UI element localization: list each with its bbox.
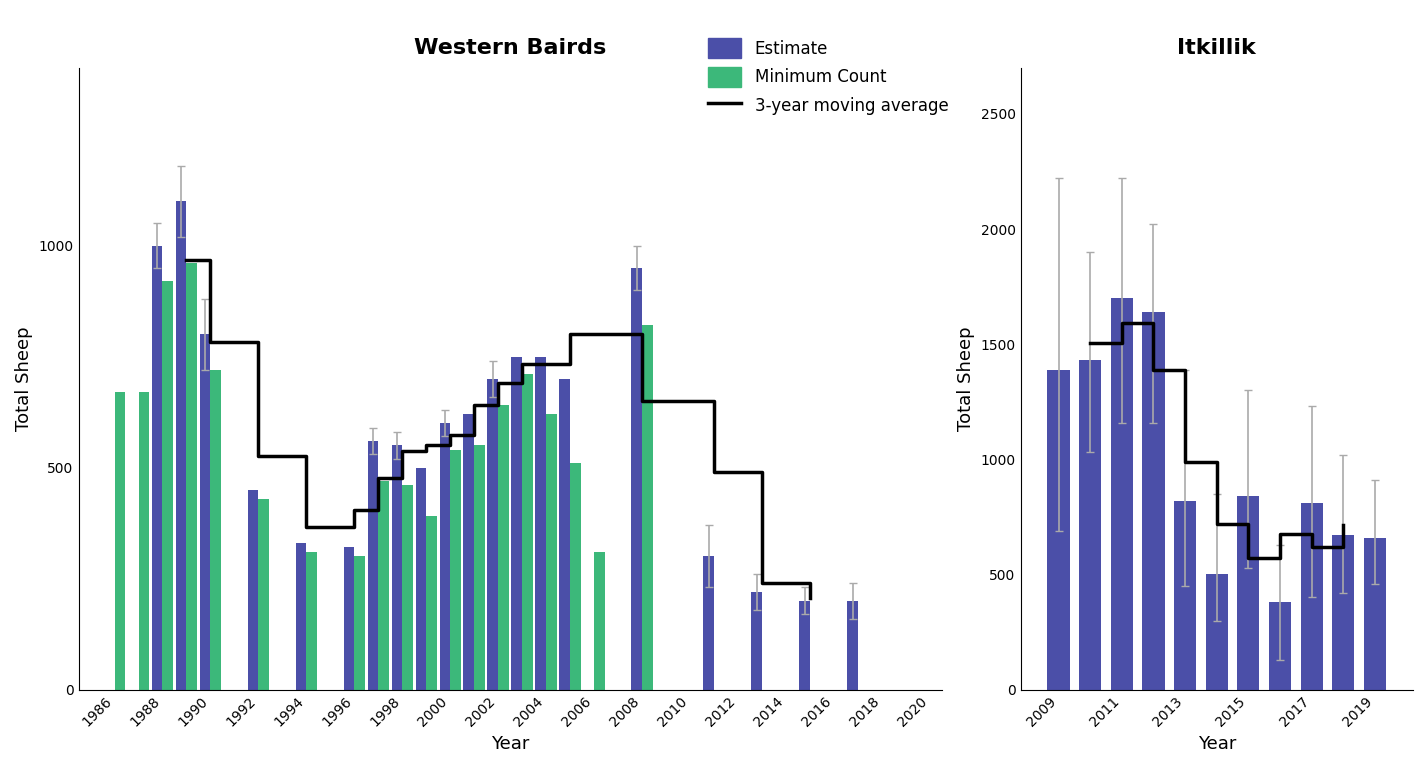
Bar: [307, 552, 317, 690]
Bar: [643, 326, 653, 690]
Y-axis label: Total Sheep: Total Sheep: [957, 326, 975, 431]
Bar: [247, 490, 258, 690]
Bar: [114, 392, 126, 690]
Bar: [847, 601, 858, 690]
Bar: [1047, 369, 1070, 690]
Bar: [427, 516, 437, 690]
Bar: [1364, 538, 1387, 690]
Bar: [594, 552, 605, 690]
Bar: [523, 374, 533, 690]
Bar: [800, 601, 810, 690]
Bar: [1237, 496, 1259, 690]
Bar: [751, 592, 763, 690]
Y-axis label: Total Sheep: Total Sheep: [16, 326, 33, 431]
Bar: [210, 370, 221, 690]
Bar: [163, 281, 173, 690]
Bar: [416, 468, 427, 690]
Bar: [450, 450, 461, 690]
Bar: [560, 379, 570, 690]
Bar: [378, 481, 390, 690]
Bar: [464, 414, 474, 690]
Bar: [1142, 312, 1165, 690]
Bar: [391, 445, 403, 690]
Bar: [344, 548, 354, 690]
Bar: [536, 356, 547, 690]
Bar: [1301, 503, 1322, 690]
Bar: [547, 414, 557, 690]
Bar: [511, 356, 523, 690]
Bar: [176, 201, 187, 690]
Bar: [570, 463, 581, 690]
Legend: Estimate, Minimum Count, 3-year moving average: Estimate, Minimum Count, 3-year moving a…: [701, 31, 955, 122]
Bar: [1269, 602, 1291, 690]
Bar: [1080, 360, 1101, 690]
Bar: [296, 543, 307, 690]
Bar: [258, 498, 270, 690]
Bar: [631, 268, 643, 690]
Title: Western Bairds: Western Bairds: [414, 38, 607, 58]
Bar: [440, 423, 450, 690]
Bar: [1205, 574, 1228, 690]
Title: Itkillik: Itkillik: [1178, 38, 1257, 58]
Bar: [498, 406, 508, 690]
X-axis label: Year: Year: [491, 735, 530, 753]
Bar: [1111, 298, 1132, 690]
Bar: [187, 263, 197, 690]
Bar: [704, 556, 714, 690]
Bar: [474, 445, 486, 690]
Bar: [1332, 535, 1354, 690]
Bar: [139, 392, 150, 690]
X-axis label: Year: Year: [1198, 735, 1237, 753]
Bar: [403, 485, 413, 690]
Bar: [487, 379, 498, 690]
Bar: [200, 334, 210, 690]
Bar: [367, 441, 378, 690]
Bar: [1174, 501, 1197, 690]
Bar: [151, 246, 163, 690]
Bar: [354, 556, 366, 690]
